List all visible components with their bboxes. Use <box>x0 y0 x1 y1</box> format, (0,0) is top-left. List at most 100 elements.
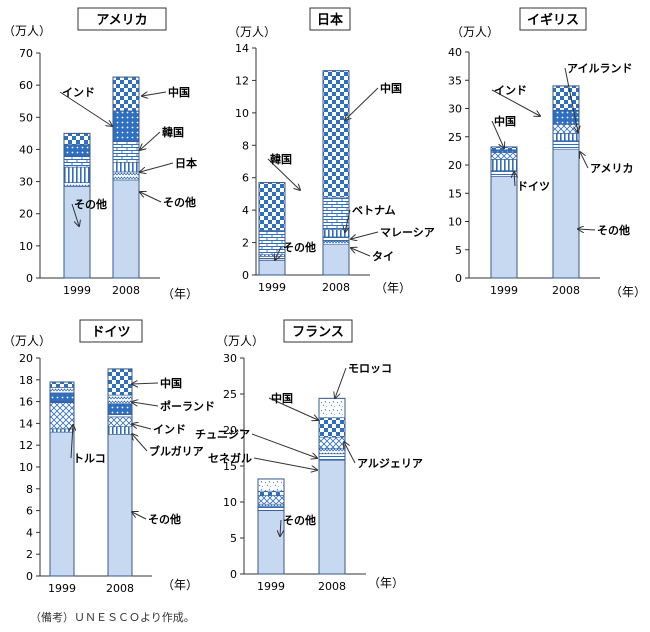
unit-label: （万人） <box>3 334 51 348</box>
y-tick-label: 20 <box>19 352 33 365</box>
label-arrow <box>345 209 351 232</box>
bar-segment <box>257 510 285 575</box>
y-tick-label: 40 <box>19 143 33 156</box>
y-tick-label: 0 <box>230 568 237 581</box>
bar-segment <box>490 149 518 153</box>
year-label: （年） <box>375 281 411 295</box>
y-tick-label: 0 <box>242 269 249 282</box>
bar-outline <box>112 76 140 279</box>
bar-segment <box>107 414 133 418</box>
unit-label: （万人） <box>451 25 499 39</box>
bar-segment <box>318 459 346 575</box>
bar-segment <box>49 431 75 577</box>
series-label: 中国 <box>494 114 516 128</box>
series-label: チュニジア <box>195 428 250 441</box>
bar-segment <box>112 76 140 112</box>
y-tick-label: 12 <box>235 74 249 87</box>
panel-title-frame <box>79 319 143 343</box>
bar-segment <box>552 140 580 150</box>
series-label: 中国 <box>271 391 293 405</box>
bar-segment <box>322 196 350 230</box>
series-label: インド <box>62 86 95 99</box>
y-tick-label: 60 <box>19 79 33 92</box>
label-arrow <box>142 91 167 96</box>
plot-usa: 0 10 20 30 40 50 60 70 1999 2008 その他 その他 日本 韓国 インド 中国 <box>19 47 197 297</box>
series-label: その他 <box>163 195 196 209</box>
y-tick-label: 8 <box>242 139 249 152</box>
label-arrow <box>132 424 152 430</box>
label-arrow <box>491 120 504 148</box>
x-tick-label: 1999 <box>48 582 76 595</box>
series-label: その他 <box>148 512 181 526</box>
panel-title-frame <box>309 7 351 31</box>
panel-title-frame <box>77 7 167 31</box>
label-arrow <box>280 519 281 536</box>
x-tick-label: 2008 <box>552 284 580 297</box>
bar-segment <box>552 148 580 279</box>
bar-outline <box>318 397 346 575</box>
label-arrow <box>335 367 347 398</box>
label-arrow <box>71 425 73 459</box>
panel-title: アメリカ <box>96 13 147 28</box>
panel-title: ドイツ <box>91 325 130 340</box>
x-tick-label: 2008 <box>322 281 350 294</box>
y-tick-label: 30 <box>19 176 33 189</box>
y-tick-label: 10 <box>19 240 33 253</box>
bar-segment <box>322 70 350 198</box>
x-tick-label: 2008 <box>106 582 134 595</box>
label-arrow <box>71 203 79 226</box>
y-tick-label: 2 <box>242 237 249 250</box>
bar-segment <box>322 236 350 242</box>
y-tick-label: 5 <box>455 244 462 257</box>
y-tick-label: 2 <box>26 548 33 561</box>
series-label: 中国 <box>168 85 190 99</box>
series-label: アルジェリア <box>357 457 423 470</box>
bar-outline <box>63 132 91 279</box>
series-label: ポーランド <box>160 399 215 413</box>
bar-segment <box>258 260 286 276</box>
bar-segment <box>257 478 285 492</box>
bar-segment <box>107 426 133 435</box>
panel-title: フランス <box>292 325 344 340</box>
bar-segment <box>318 417 346 438</box>
y-tick-label: 0 <box>455 272 462 285</box>
bar-segment <box>552 124 580 134</box>
label-arrow <box>132 434 148 452</box>
panel-title-frame <box>283 319 353 343</box>
bar-segment <box>112 110 140 142</box>
bar-segment <box>490 170 518 177</box>
y-tick-label: 50 <box>19 111 33 124</box>
label-arrow <box>267 158 300 190</box>
y-tick-label: 30 <box>448 103 462 116</box>
footnote: （備考）ＵＮＥＳＣＯより作成。 <box>30 611 195 624</box>
y-tick-label: 20 <box>223 424 237 437</box>
panel-usa: アメリカ （万人） （年） 0 10 20 30 40 50 60 70 1999 2008 その他… <box>3 7 198 301</box>
series-label: インド <box>494 84 527 97</box>
y-tick-label: 5 <box>230 532 237 545</box>
bar-segment <box>112 171 140 181</box>
bar-segment <box>63 133 91 145</box>
bar-segment <box>490 176 518 279</box>
series-label: その他 <box>74 197 107 211</box>
bar-segment <box>63 166 91 183</box>
label-arrow <box>580 152 589 169</box>
series-label: セネガル <box>208 451 252 465</box>
bar-segment <box>112 141 140 163</box>
y-tick-label: 15 <box>223 460 237 473</box>
bar-segment <box>63 155 91 168</box>
x-tick-label: 2008 <box>318 580 346 593</box>
bar-segment <box>49 392 75 402</box>
bar-segment <box>112 179 140 279</box>
series-label: アメリカ <box>590 162 633 175</box>
bar-outline <box>107 368 133 577</box>
label-arrow <box>140 192 162 203</box>
bar-outline <box>322 70 350 276</box>
bar-segment <box>322 243 350 276</box>
label-arrow <box>253 457 317 470</box>
year-label: （年） <box>368 576 404 590</box>
series-label: トルコ <box>73 452 106 465</box>
label-arrow <box>268 397 318 420</box>
year-label: （年） <box>610 285 646 299</box>
